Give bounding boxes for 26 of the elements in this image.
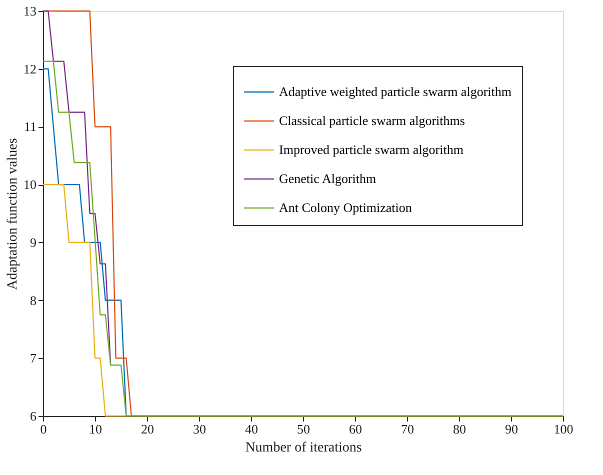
x-tick-label: 60 xyxy=(349,422,362,436)
x-tick-label: 50 xyxy=(297,422,310,436)
legend-label: Genetic Algorithm xyxy=(279,171,376,186)
x-tick-label: 100 xyxy=(554,422,574,436)
y-tick-label: 7 xyxy=(30,350,37,366)
y-tick-label: 10 xyxy=(24,177,36,192)
x-tick-label: 0 xyxy=(40,422,47,436)
legend-label: Ant Colony Optimization xyxy=(279,200,412,215)
legend-label: Improved particle swarm algorithm xyxy=(279,142,464,157)
y-tick-label: 12 xyxy=(24,61,36,76)
x-tick-label: 90 xyxy=(505,422,518,436)
x-tick-label: 10 xyxy=(89,422,102,436)
y-tick-label: 9 xyxy=(30,234,36,250)
y-tick-label: 11 xyxy=(24,119,36,134)
x-tick-label: 70 xyxy=(401,422,414,436)
legend-label: Classical particle swarm algorithms xyxy=(279,113,465,128)
y-tick-label: 13 xyxy=(24,4,36,18)
x-axis-title: Number of iterations xyxy=(245,440,362,456)
legend-label: Adaptive weighted particle swarm algorithm xyxy=(279,84,512,99)
x-tick-label: 30 xyxy=(193,422,206,436)
y-axis-title: Adaptation function values xyxy=(6,138,20,290)
x-tick-label: 80 xyxy=(453,422,466,436)
x-tick-label: 40 xyxy=(245,422,258,436)
y-tick-label: 6 xyxy=(30,408,37,424)
x-tick-label: 20 xyxy=(141,422,154,436)
y-tick-label: 8 xyxy=(30,292,36,308)
